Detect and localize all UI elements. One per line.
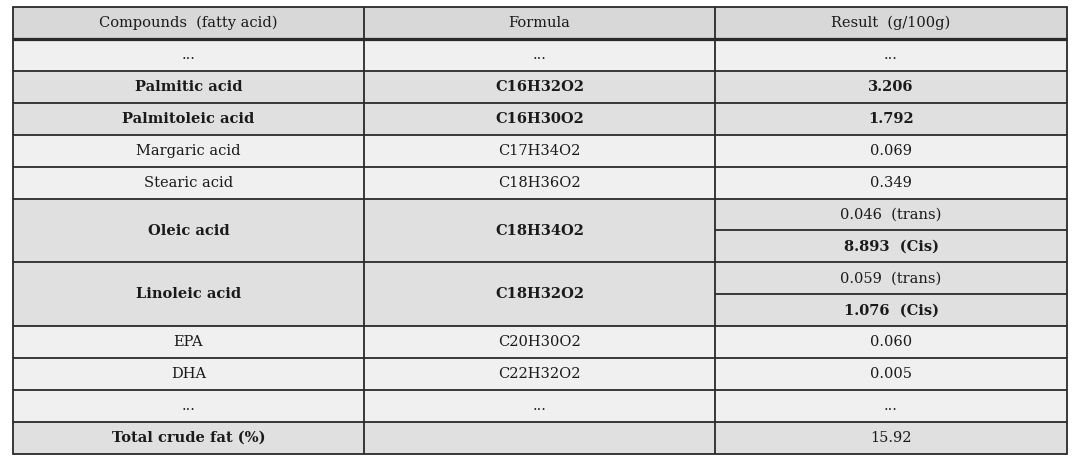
Text: Linoleic acid: Linoleic acid	[136, 287, 241, 301]
Text: ...: ...	[181, 48, 195, 62]
Bar	[13, 7, 364, 39]
Text: 8.893  (Cis): 8.893 (Cis)	[843, 239, 939, 254]
Bar	[364, 7, 715, 39]
Bar	[364, 326, 715, 358]
Bar	[364, 135, 715, 166]
Text: 15.92: 15.92	[870, 431, 912, 445]
Text: Compounds  (fatty acid): Compounds (fatty acid)	[99, 16, 278, 30]
Text: C18H32O2: C18H32O2	[495, 287, 584, 301]
Text: Oleic acid: Oleic acid	[148, 224, 229, 237]
Bar	[715, 390, 1067, 422]
Text: ...: ...	[181, 399, 195, 413]
Text: ...: ...	[532, 48, 546, 62]
Bar	[715, 262, 1067, 326]
Text: 0.349: 0.349	[870, 176, 912, 189]
Text: EPA: EPA	[174, 335, 203, 349]
Text: 1.792: 1.792	[868, 112, 914, 126]
Bar	[364, 422, 715, 454]
Text: C16H32O2: C16H32O2	[495, 80, 584, 94]
Bar	[715, 7, 1067, 39]
Bar	[364, 71, 715, 103]
Bar	[364, 262, 715, 326]
Bar	[715, 39, 1067, 71]
Text: ...: ...	[885, 399, 897, 413]
Bar	[13, 390, 364, 422]
Text: Margaric acid: Margaric acid	[136, 144, 241, 158]
Text: Total crude fat (%): Total crude fat (%)	[111, 431, 266, 445]
Bar	[13, 358, 364, 390]
Text: 0.005: 0.005	[870, 367, 912, 381]
Bar	[364, 39, 715, 71]
Bar	[364, 166, 715, 199]
Bar	[715, 199, 1067, 262]
Text: DHA: DHA	[171, 367, 206, 381]
Bar	[13, 422, 364, 454]
Bar	[715, 103, 1067, 135]
Text: Stearic acid: Stearic acid	[144, 176, 233, 189]
Text: ...: ...	[885, 48, 897, 62]
Text: C18H34O2: C18H34O2	[495, 224, 584, 237]
Text: 3.206: 3.206	[868, 80, 914, 94]
Text: C17H34O2: C17H34O2	[498, 144, 581, 158]
Text: 0.059  (trans): 0.059 (trans)	[840, 272, 942, 285]
Bar	[715, 422, 1067, 454]
Bar	[364, 358, 715, 390]
Text: C18H36O2: C18H36O2	[498, 176, 581, 189]
Text: C16H30O2: C16H30O2	[495, 112, 584, 126]
Bar	[364, 199, 715, 262]
Bar	[13, 262, 364, 326]
Bar	[13, 199, 364, 262]
Text: ...: ...	[532, 399, 546, 413]
Bar	[13, 103, 364, 135]
Bar	[715, 326, 1067, 358]
Text: Formula: Formula	[509, 16, 570, 30]
Bar	[715, 71, 1067, 103]
Text: Palmitoleic acid: Palmitoleic acid	[122, 112, 255, 126]
Bar	[715, 166, 1067, 199]
Text: C20H30O2: C20H30O2	[498, 335, 581, 349]
Text: 0.069: 0.069	[870, 144, 912, 158]
Bar	[715, 358, 1067, 390]
Text: 0.046  (trans): 0.046 (trans)	[840, 207, 942, 222]
Text: Result  (g/100g): Result (g/100g)	[832, 16, 950, 30]
Bar	[13, 135, 364, 166]
Text: 0.060: 0.060	[870, 335, 913, 349]
Bar	[715, 135, 1067, 166]
Bar	[13, 326, 364, 358]
Bar	[364, 390, 715, 422]
Bar	[13, 166, 364, 199]
Bar	[364, 103, 715, 135]
Bar	[13, 39, 364, 71]
Text: Palmitic acid: Palmitic acid	[135, 80, 242, 94]
Bar	[13, 71, 364, 103]
Text: 1.076  (Cis): 1.076 (Cis)	[843, 303, 939, 317]
Text: C22H32O2: C22H32O2	[498, 367, 581, 381]
